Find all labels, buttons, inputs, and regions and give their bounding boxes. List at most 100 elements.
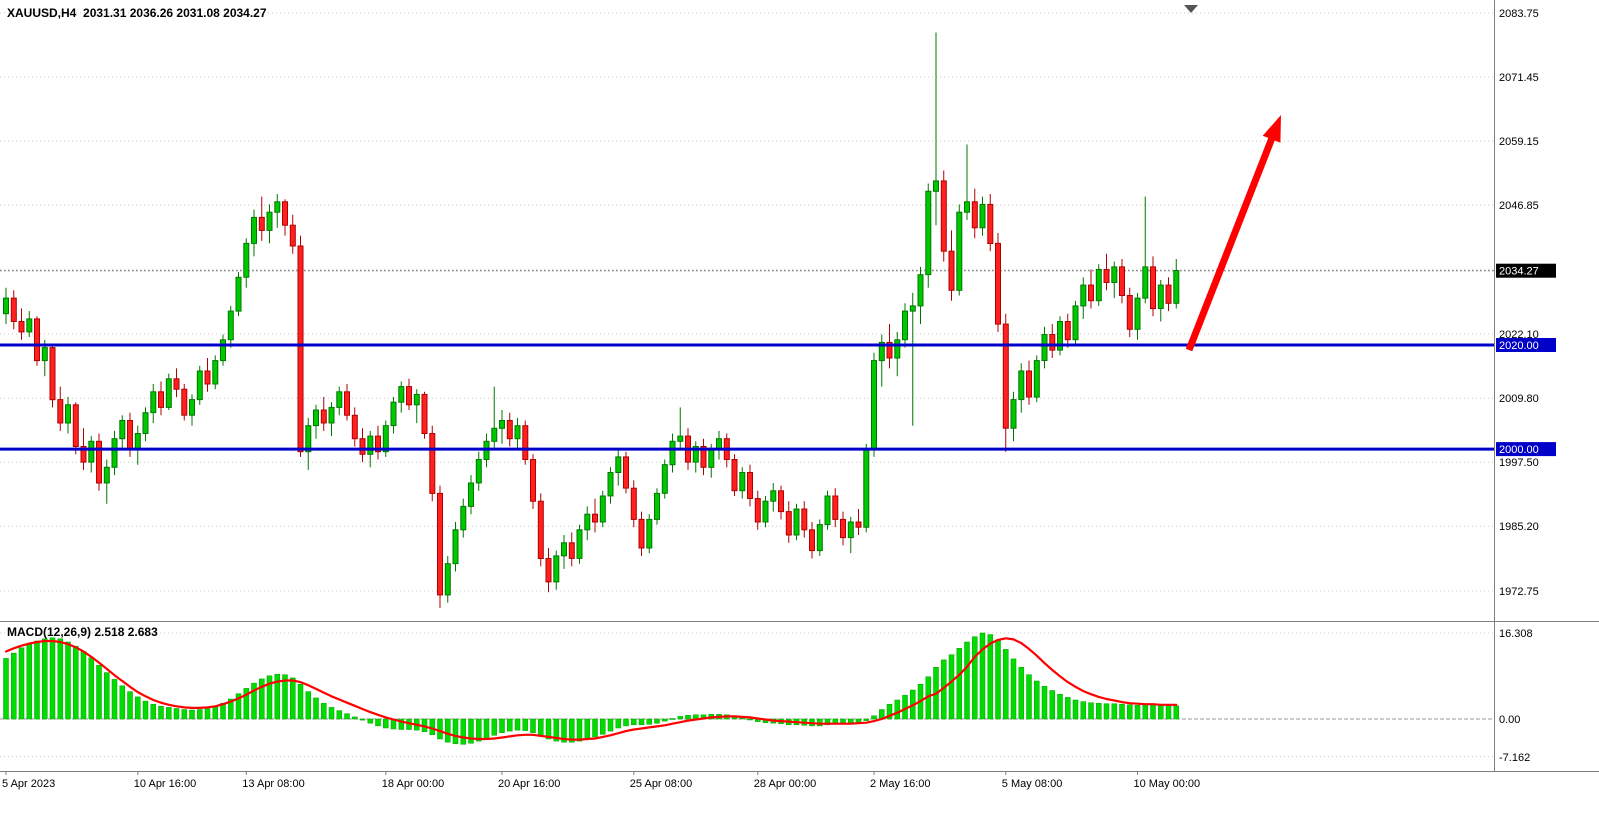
price-badge-text: 2020.00 <box>1499 340 1539 352</box>
candle-body <box>514 425 521 440</box>
macd-histogram-bar <box>1173 705 1180 720</box>
macd-histogram-bar <box>204 708 211 720</box>
macd-histogram-bar <box>1134 705 1141 720</box>
macd-histogram-bar <box>1088 702 1094 720</box>
macd-histogram-bar <box>638 718 645 726</box>
macd-histogram-bar <box>1010 658 1017 720</box>
candle-body <box>809 529 815 552</box>
candle-body <box>344 391 350 416</box>
candle-body <box>778 490 784 513</box>
candle-body <box>258 216 265 231</box>
candle-body <box>297 245 304 453</box>
candle-body <box>189 399 195 416</box>
macd-histogram-bar <box>305 691 312 720</box>
candle-body <box>1173 270 1180 304</box>
macd-histogram-bar <box>65 641 71 720</box>
macd-histogram-bar <box>1142 704 1149 720</box>
candle-body <box>933 180 939 192</box>
candle-body <box>979 203 986 229</box>
candle-body <box>173 378 180 390</box>
macd-histogram-bar <box>507 718 513 732</box>
candle-body <box>134 433 141 450</box>
candle-body <box>452 529 459 565</box>
macd-histogram-bar <box>328 707 335 720</box>
candle-body <box>816 524 823 552</box>
candle-body <box>1041 334 1048 361</box>
candle-body <box>26 318 33 333</box>
macd-histogram-bar <box>662 718 668 722</box>
macd-histogram-bar <box>886 703 893 720</box>
candle-body <box>855 521 862 528</box>
candle-body <box>359 438 366 455</box>
macd-histogram-bar <box>871 715 877 720</box>
macd-histogram-bar <box>111 679 118 720</box>
price-axis-label: 1997.50 <box>1499 457 1539 469</box>
chart-shift-triangle[interactable] <box>1184 5 1198 13</box>
candle-body <box>80 446 87 463</box>
candle-body <box>1095 269 1102 302</box>
candle-body <box>731 459 738 492</box>
macd-histogram-bar <box>491 718 498 736</box>
candle-body <box>607 472 614 497</box>
macd-histogram-bar <box>1026 674 1032 720</box>
macd-histogram-bar <box>57 638 64 720</box>
macd-histogram-bar <box>80 651 87 720</box>
macd-histogram-bar <box>972 636 978 720</box>
candle-body <box>995 242 1001 325</box>
macd-histogram-bar <box>321 702 327 720</box>
candle-body <box>1142 266 1149 299</box>
macd-histogram-bar <box>1034 680 1040 720</box>
candle-body <box>747 472 753 499</box>
macd-histogram-bar <box>1065 697 1071 720</box>
price-axis-label: 2083.75 <box>1499 8 1539 20</box>
macd-histogram-bar <box>375 718 381 727</box>
candle-body <box>863 448 870 528</box>
candle-body <box>1150 266 1156 310</box>
macd-histogram-bar <box>607 718 614 732</box>
macd-histogram-bar <box>1080 701 1087 720</box>
macd-histogram-bar <box>569 718 575 743</box>
candle-body <box>561 542 567 557</box>
macd-histogram-bar <box>119 685 126 720</box>
trend-arrow-head[interactable] <box>1262 115 1281 143</box>
macd-histogram-bar <box>545 718 552 740</box>
candle-body <box>336 391 343 408</box>
macd-histogram-bar <box>1103 703 1110 720</box>
price-axis[interactable]: 2083.752071.452059.152046.852034.272022.… <box>1496 8 1556 764</box>
trend-arrow-shaft[interactable] <box>1185 132 1277 352</box>
candle-body <box>119 420 126 440</box>
price-axis-label: 2009.80 <box>1499 393 1539 405</box>
candle-body <box>1134 297 1141 330</box>
candle-body <box>793 508 800 536</box>
macd-histogram-bar <box>197 709 203 720</box>
macd-histogram-bar <box>987 634 994 720</box>
candle-body <box>909 305 916 312</box>
panel-separators <box>0 0 1599 772</box>
macd-histogram-bar <box>677 716 684 720</box>
macd-histogram-bar <box>894 699 901 720</box>
candle-body <box>661 464 668 494</box>
candle-body <box>506 420 513 440</box>
candle-body <box>1165 284 1172 304</box>
candle-body <box>142 412 149 435</box>
time-axis-label: 10 Apr 16:00 <box>134 778 196 790</box>
annotations[interactable] <box>1184 5 1281 352</box>
current-price-badge <box>1496 263 1556 278</box>
candle-body <box>940 180 947 252</box>
macd-histogram-bar <box>127 691 133 720</box>
macd-histogram-bar <box>189 709 195 720</box>
macd-histogram-bar <box>212 706 219 720</box>
horizontal-level-lines[interactable] <box>0 343 1494 451</box>
candle-body <box>468 482 474 507</box>
time-axis[interactable]: 5 Apr 2023 10 Apr 16:00 13 Apr 08:00 18 Apr… <box>2 771 1200 790</box>
macd-histogram-bar <box>576 718 583 742</box>
macd-histogram-bar <box>437 718 443 740</box>
macd-histogram-bar <box>631 718 637 726</box>
time-axis-label: 10 May 00:00 <box>1134 778 1201 790</box>
candle-body <box>444 563 451 596</box>
time-axis-label: 5 Apr 2023 <box>2 778 55 790</box>
macd-histogram-bar <box>995 639 1001 720</box>
candle-body <box>971 201 978 229</box>
